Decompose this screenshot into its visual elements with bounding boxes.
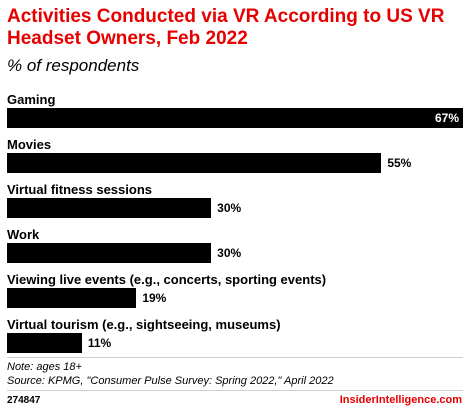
bar [7,243,212,263]
value-label: 19% [142,291,167,305]
footer-divider [7,357,463,358]
value-label: 11% [87,336,112,350]
category-label: Virtual tourism (e.g., sightseeing, muse… [7,317,281,332]
bar [7,288,137,308]
footer-divider-bottom [7,390,463,391]
bar [7,333,82,353]
bar [7,108,463,128]
value-label: 30% [217,246,242,260]
value-label: 30% [217,201,242,215]
chart-subtitle: % of respondents [7,56,140,75]
category-label: Gaming [7,92,56,107]
chart-note: Note: ages 18+ [7,361,82,373]
category-label: Virtual fitness sessions [7,182,152,197]
value-label: 55% [387,156,412,170]
chart-title: Activities Conducted via VR According to… [7,6,445,49]
category-label: Work [7,227,40,242]
category-label: Movies [7,137,52,152]
brand-logo: InsiderIntelligence.com [339,394,462,406]
bar [7,153,382,173]
category-label: Viewing live events (e.g., concerts, spo… [7,272,327,287]
chart-source: Source: KPMG, "Consumer Pulse Survey: Sp… [7,375,334,387]
chart-id: 274847 [7,395,41,406]
bar [7,198,212,218]
value-label: 67% [435,111,460,125]
